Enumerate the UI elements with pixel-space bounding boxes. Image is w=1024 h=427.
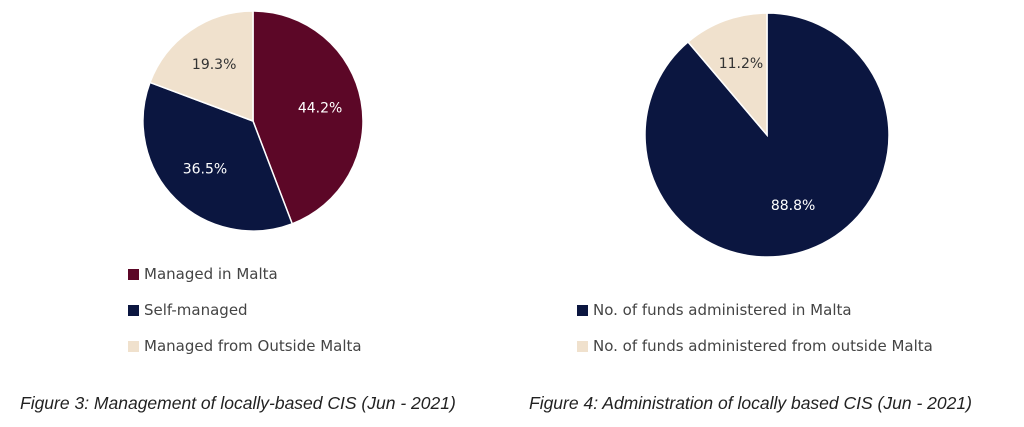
pie-slice-self-managed [142,81,294,232]
legend-item-no-of-funds-administered-in-malta: No. of funds administered in Malta [577,292,933,328]
pie-slice-no-of-funds-administered-from-outside-malta [687,12,768,138]
legend-label: Managed from Outside Malta [144,337,362,355]
legend-label: Self-managed [144,301,248,319]
legend-swatch [577,340,588,352]
figure-3: 44.2% 36.5% 19.3% Managed in Malta Self-man… [20,10,456,413]
caption-figure-4: Figure 4: Administration of locally base… [529,393,972,413]
pie-data-label-managed-in-malta: 44.2% [298,101,342,117]
legend-label: No. of funds administered in Malta [593,301,852,319]
legend-label: No. of funds administered from outside M… [593,337,933,355]
caption-figure-3: Figure 3: Management of locally-based CI… [20,393,456,413]
legend-item-no-of-funds-administered-from-outside-malta: No. of funds administered from outside M… [577,328,933,364]
legend-swatch [128,340,139,352]
legend-item-managed-in-malta: Managed in Malta [128,256,362,292]
pie-slice-managed-from-outside-malta [149,10,254,123]
legend-swatch [577,304,588,316]
legend-swatch [128,304,139,316]
legend-label: Managed in Malta [144,265,278,283]
legend-swatch [128,268,139,280]
pie-chart-administration: 88.8% 11.2% [644,12,890,258]
pie-slice-managed-in-malta [252,10,364,225]
pie-data-label-managed-from-outside-malta: 19.3% [192,57,236,73]
figure-4: 88.8% 11.2% No. of funds administered in … [512,0,1024,427]
legend-item-managed-from-outside-malta: Managed from Outside Malta [128,328,362,364]
legend-management: Managed in Malta Self-managed Managed from… [128,256,362,364]
legend-item-self-managed: Self-managed [128,292,362,328]
legend-administration: No. of funds administered in Malta No. of… [577,292,933,364]
pie-data-label-no-of-funds-administered-from-outside-malta: 11.2% [719,56,763,72]
pie-chart-management: 44.2% 36.5% 19.3% [142,10,364,232]
pie-data-label-self-managed: 36.5% [183,161,227,177]
pie-data-label-no-of-funds-administered-in-malta: 88.8% [771,198,815,214]
